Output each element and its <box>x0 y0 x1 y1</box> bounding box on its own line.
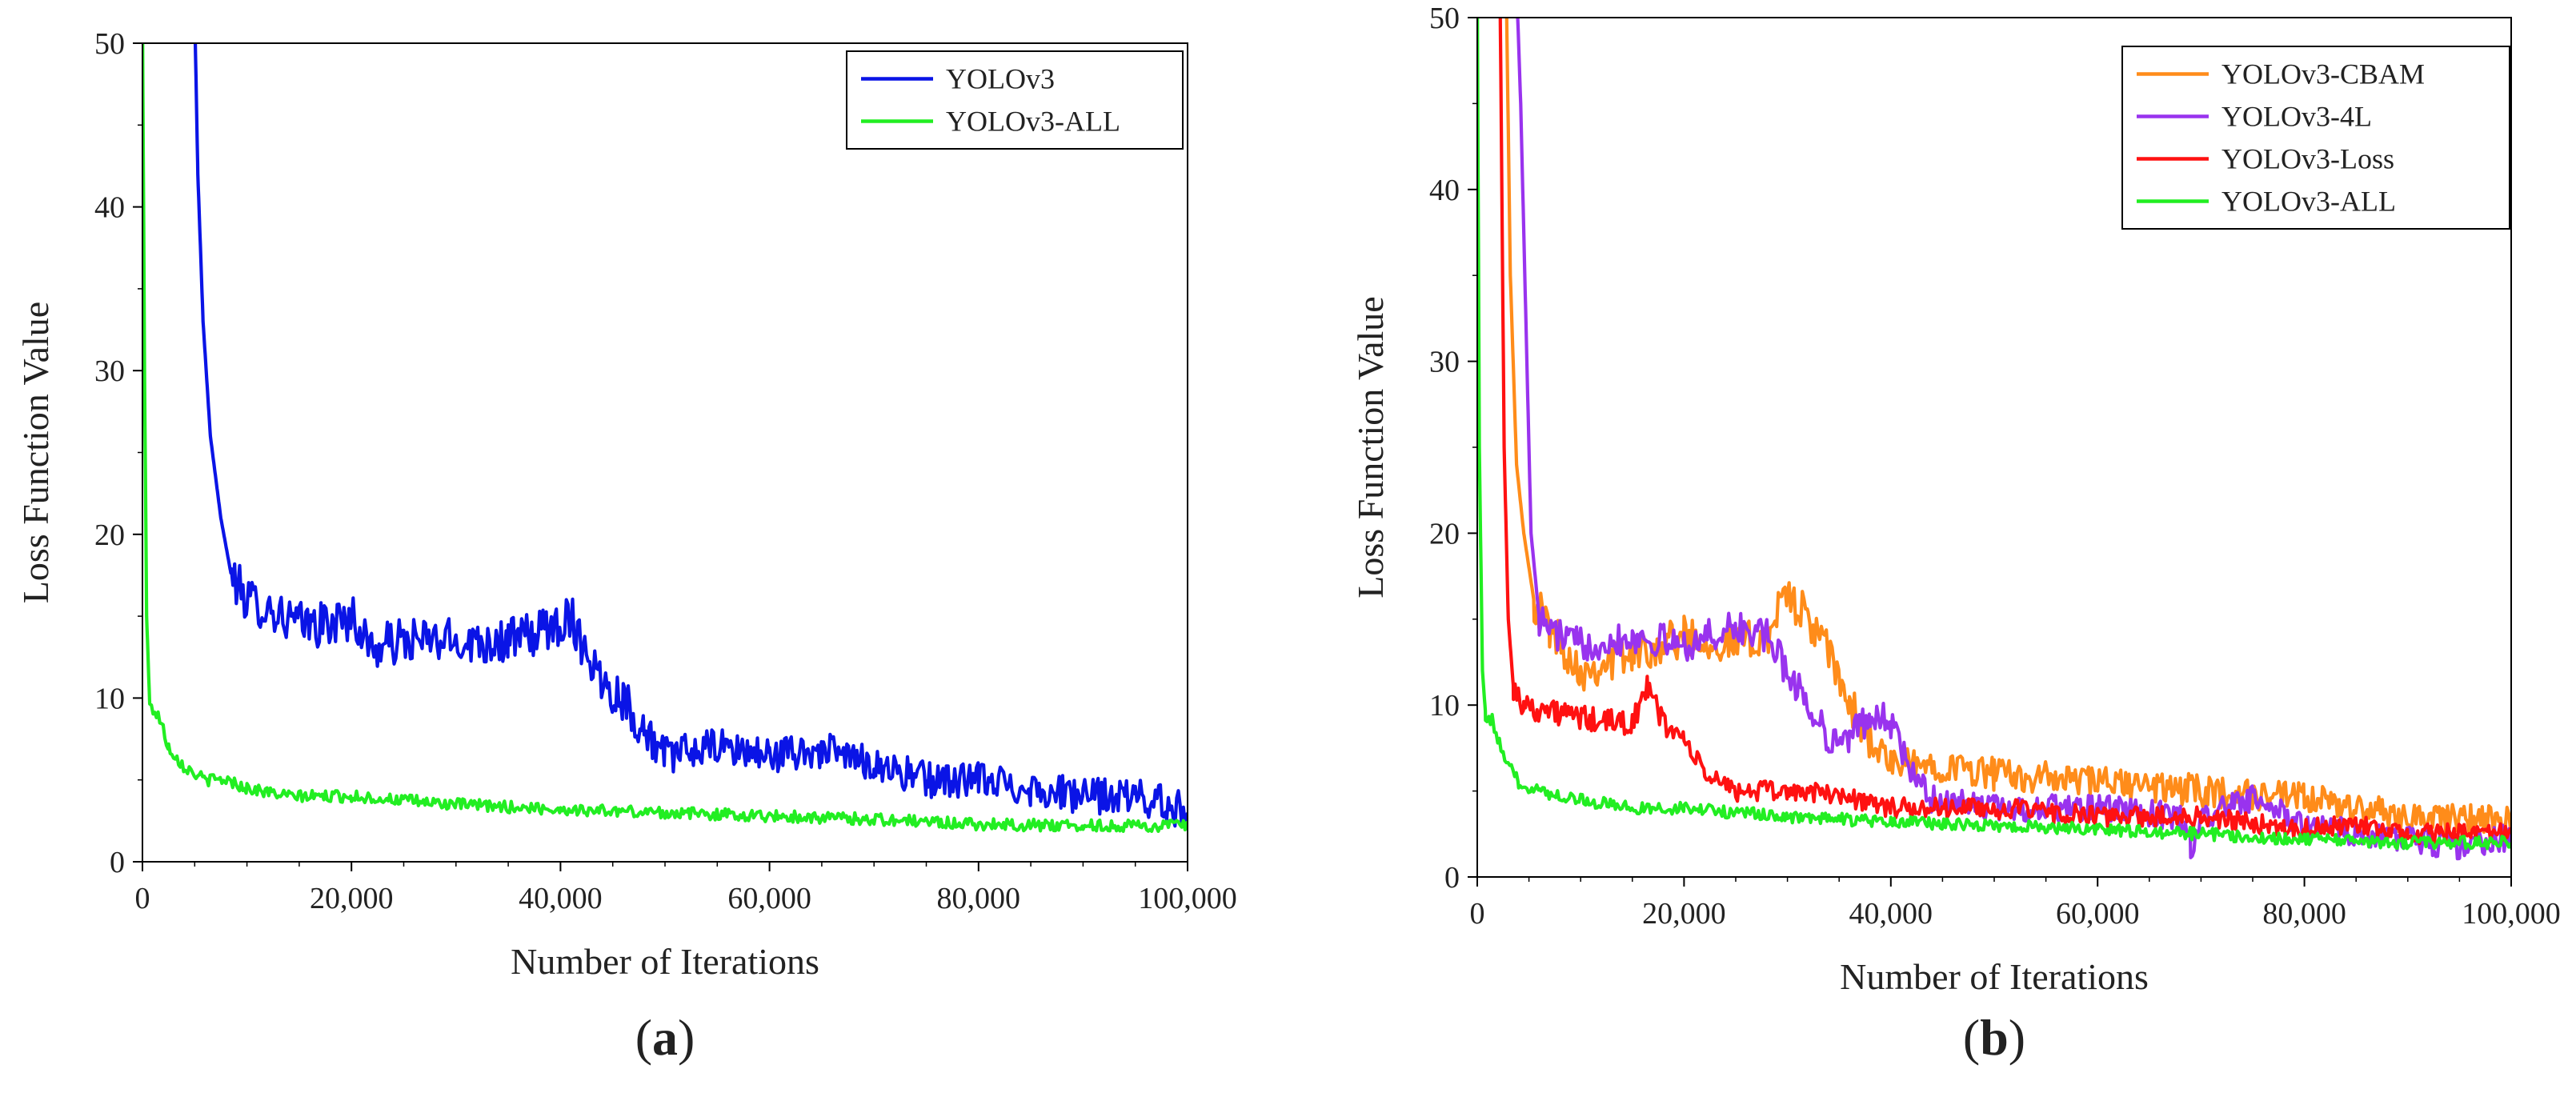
x-tick-label: 60,000 <box>727 882 811 915</box>
y-tick-label: 50 <box>1429 2 1460 35</box>
panel-label-close: ) <box>678 1009 695 1066</box>
panel-label-letter: a <box>652 1009 678 1066</box>
x-tick-label: 40,000 <box>519 882 603 915</box>
legend-label: YOLOv3 <box>946 63 1055 95</box>
legend-label: YOLOv3-CBAM <box>2221 58 2425 90</box>
panel-label-open: ( <box>1963 1009 1980 1066</box>
legend: YOLOv3 YOLOv3-ALL <box>846 50 1184 150</box>
legend: YOLOv3-CBAM YOLOv3-4L YOLOv3-Loss YOLOv3-AL… <box>2121 46 2510 230</box>
y-tick-label: 20 <box>1429 517 1460 551</box>
series-line-yolov3-all <box>1477 18 2511 851</box>
series-group <box>1477 18 2511 861</box>
legend-label: YOLOv3-4L <box>2221 101 2372 133</box>
series-line-yolov3-all <box>142 43 1188 833</box>
x-tick-label: 20,000 <box>1642 897 1726 931</box>
panel-label-close: ) <box>2009 1009 2025 1066</box>
y-axis-title: Loss Function Value <box>1350 296 1391 598</box>
x-tick-label: 80,000 <box>937 882 1021 915</box>
panel-label: (b) <box>1963 1009 2025 1066</box>
x-tick-label: 80,000 <box>2262 897 2346 931</box>
x-tick-label: 100,000 <box>1138 882 1237 915</box>
x-tick-label: 60,000 <box>2056 897 2140 931</box>
y-tick-label: 40 <box>94 191 125 225</box>
chart-panel-b: 0 20,000 40,000 60,000 80,000 100,000 0 10 20 30 4… <box>1350 2 2561 1066</box>
legend-box <box>846 50 1184 150</box>
legend-box <box>2121 46 2510 230</box>
y-tick-label: 10 <box>1429 689 1460 723</box>
y-tick-label: 0 <box>110 846 125 879</box>
legend-label: YOLOv3-ALL <box>2221 186 2396 218</box>
legend-label: YOLOv3-Loss <box>2221 143 2394 175</box>
y-tick-label: 40 <box>1429 174 1460 207</box>
y-tick-label: 30 <box>94 354 125 388</box>
series-line-yolov3-cbam <box>1504 18 2511 837</box>
series-group <box>142 43 1188 833</box>
x-tick-label: 0 <box>1470 897 1485 931</box>
x-tick-label: 100,000 <box>2462 897 2561 931</box>
x-tick-label: 40,000 <box>1849 897 1933 931</box>
legend-label: YOLOv3-ALL <box>946 106 1120 138</box>
series-line-yolov3 <box>193 43 1188 828</box>
x-axis-title: Number of Iterations <box>1840 956 2149 997</box>
x-axis-title: Number of Iterations <box>511 941 819 982</box>
y-tick-label: 10 <box>94 682 125 715</box>
y-tick-label: 20 <box>94 518 125 552</box>
x-tick-label: 0 <box>135 882 150 915</box>
x-tick-label: 20,000 <box>310 882 394 915</box>
series-line-yolov3-loss <box>1498 18 2511 846</box>
y-tick-label: 50 <box>94 27 125 61</box>
y-tick-label: 30 <box>1429 346 1460 379</box>
y-axis-title: Loss Function Value <box>15 302 56 603</box>
panel-label: (a) <box>635 1009 695 1066</box>
chart-panel-a: 0 20,000 40,000 60,000 80,000 100,000 0 10 20 30 4… <box>15 27 1237 1066</box>
panel-label-open: ( <box>635 1009 652 1066</box>
panel-label-letter: b <box>1980 1009 2009 1066</box>
y-tick-label: 0 <box>1444 861 1460 895</box>
